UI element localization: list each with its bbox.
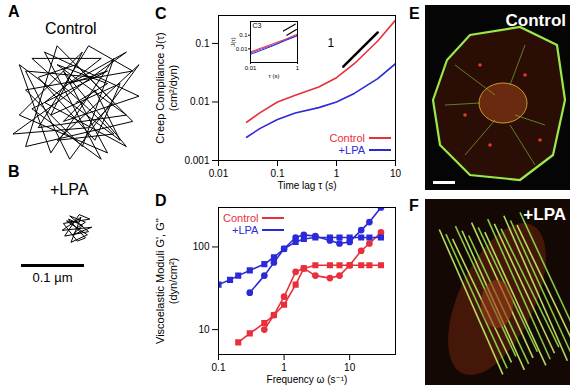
svg-text:1: 1 [327,36,334,50]
svg-text:0.1: 0.1 [271,168,285,179]
html-text:B: B [8,163,20,180]
svg-text:1: 1 [281,362,287,373]
svg-text:0.1: 0.1 [212,362,226,373]
html-text:+LPA: +LPA [232,224,259,236]
svg-text:0.01: 0.01 [236,46,248,52]
html-text:Control: Control [505,11,566,30]
html-text:D: D [155,192,167,209]
svg-text:0.01: 0.01 [209,168,229,179]
svg-text:1: 1 [334,168,340,179]
html-text:F: F [409,197,419,214]
html-text:A: A [8,3,20,20]
html-text:+LPA: +LPA [50,181,89,198]
svg-text:Frequency ω (s⁻¹): Frequency ω (s⁻¹) [267,374,348,385]
html-text:Control: Control [329,132,365,144]
html-text:E: E [409,5,420,22]
svg-text:J(τ): J(τ) [230,37,236,46]
svg-text:10: 10 [344,362,356,373]
html-text:0.1 µm: 0.1 µm [32,270,73,285]
svg-text:0.1: 0.1 [196,38,210,49]
svg-text:τ (s): τ (s) [268,73,279,79]
html-text:Viscoelastic Moduli G', G'' (d: Viscoelastic Moduli G', G'' (dyn/cm²) [153,217,178,344]
html-text:Control: Control [223,212,259,224]
html-text:+LPA: +LPA [338,144,365,156]
html-text:Control: Control [45,20,97,37]
html-text:+LPA: +LPA [523,205,566,224]
svg-text:0.01: 0.01 [190,96,210,107]
svg-text:0.01: 0.01 [245,65,257,71]
svg-text:0.001: 0.001 [184,155,209,166]
svg-text:0.1: 0.1 [239,32,248,38]
html-text:Creep Compliance J(τ) (cm²/dyn: Creep Compliance J(τ) (cm²/dyn) [153,31,178,144]
svg-text:10: 10 [390,168,402,179]
svg-text:C3: C3 [253,22,262,29]
svg-text:Time lag τ (s): Time lag τ (s) [277,180,336,191]
svg-text:100: 100 [193,241,210,252]
html-text:C: C [155,5,167,22]
svg-text:10: 10 [198,324,210,335]
svg-text:1: 1 [296,65,300,71]
